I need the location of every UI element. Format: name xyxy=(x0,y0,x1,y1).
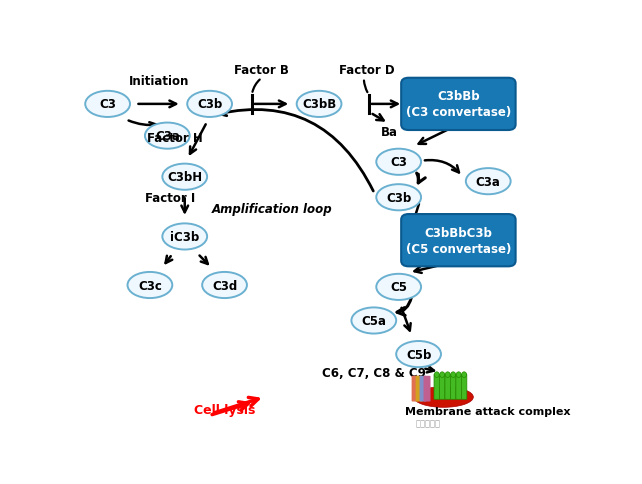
FancyBboxPatch shape xyxy=(462,375,467,399)
Text: Factor H: Factor H xyxy=(148,132,203,145)
Text: C5a: C5a xyxy=(361,314,386,327)
Ellipse shape xyxy=(396,341,441,367)
FancyBboxPatch shape xyxy=(420,376,426,402)
Ellipse shape xyxy=(351,308,396,334)
Ellipse shape xyxy=(376,185,421,211)
Ellipse shape xyxy=(85,91,130,118)
Text: iC3b: iC3b xyxy=(170,230,200,243)
Ellipse shape xyxy=(376,274,421,300)
FancyBboxPatch shape xyxy=(401,214,516,267)
Text: Factor B: Factor B xyxy=(234,64,290,77)
FancyBboxPatch shape xyxy=(434,375,440,399)
Text: C3bH: C3bH xyxy=(167,171,202,184)
FancyBboxPatch shape xyxy=(401,78,516,131)
Text: C5b: C5b xyxy=(406,348,431,361)
Ellipse shape xyxy=(162,224,207,250)
Ellipse shape xyxy=(376,150,421,176)
Text: Initiation: Initiation xyxy=(128,75,189,88)
Text: Factor D: Factor D xyxy=(338,64,394,77)
Text: C6, C7, C8 & C9: C6, C7, C8 & C9 xyxy=(322,366,426,379)
FancyBboxPatch shape xyxy=(424,376,431,402)
Ellipse shape xyxy=(456,372,461,378)
FancyBboxPatch shape xyxy=(451,375,456,399)
Ellipse shape xyxy=(462,372,467,378)
Text: C3a: C3a xyxy=(476,175,501,188)
Text: C5: C5 xyxy=(390,281,407,294)
Text: C3bB: C3bB xyxy=(302,98,336,111)
Text: C3c: C3c xyxy=(138,279,162,292)
Ellipse shape xyxy=(451,372,456,378)
FancyBboxPatch shape xyxy=(412,376,419,402)
Text: C3: C3 xyxy=(99,98,116,111)
Ellipse shape xyxy=(434,372,439,378)
Text: 凯莱英药闻: 凯莱英药闻 xyxy=(416,418,441,427)
Ellipse shape xyxy=(297,91,342,118)
Text: C3d: C3d xyxy=(212,279,237,292)
Text: C3b: C3b xyxy=(197,98,222,111)
Ellipse shape xyxy=(445,372,450,378)
Ellipse shape xyxy=(145,123,190,150)
Text: Factor I: Factor I xyxy=(145,191,195,204)
FancyBboxPatch shape xyxy=(445,375,451,399)
Ellipse shape xyxy=(466,169,510,195)
Ellipse shape xyxy=(162,164,207,190)
FancyBboxPatch shape xyxy=(440,375,445,399)
FancyBboxPatch shape xyxy=(456,375,462,399)
FancyBboxPatch shape xyxy=(415,376,422,402)
Text: C3b: C3b xyxy=(386,191,412,204)
Ellipse shape xyxy=(128,272,172,299)
Ellipse shape xyxy=(202,272,247,299)
Text: C3bBb
(C3 convertase): C3bBb (C3 convertase) xyxy=(406,90,511,119)
Text: Ba: Ba xyxy=(381,126,398,139)
Text: Membrane attack complex: Membrane attack complex xyxy=(406,407,571,417)
Text: C3bBbC3b
(C5 convertase): C3bBbC3b (C5 convertase) xyxy=(406,226,511,255)
Text: C3a: C3a xyxy=(155,130,180,143)
Text: Cell lysis: Cell lysis xyxy=(194,404,256,417)
Ellipse shape xyxy=(187,91,232,118)
Ellipse shape xyxy=(440,372,445,378)
Ellipse shape xyxy=(413,387,473,408)
Text: C3: C3 xyxy=(390,156,407,169)
Text: Amplification loop: Amplification loop xyxy=(211,202,332,215)
